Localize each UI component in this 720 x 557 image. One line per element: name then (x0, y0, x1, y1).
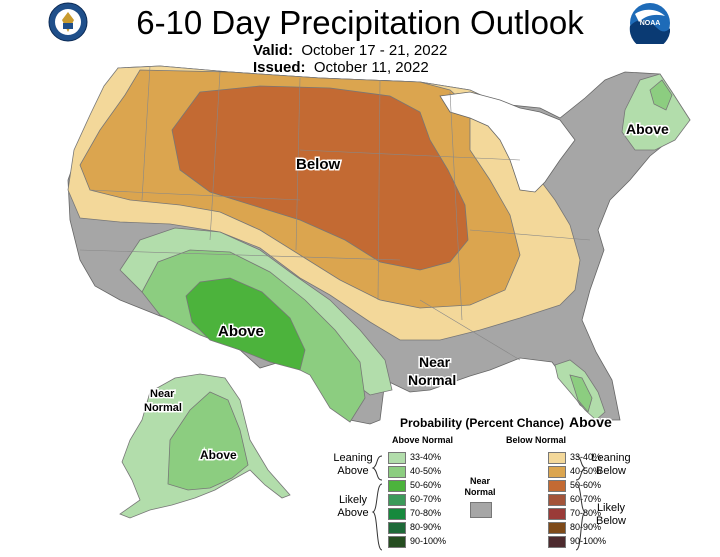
label-near-ak-1: Near (150, 388, 175, 400)
below-swatch-label-2: 50-60% (570, 480, 602, 490)
valid-label: Valid: (253, 42, 294, 59)
issued-value: October 11, 2022 (313, 59, 429, 76)
above-40-50-region-ne (649, 79, 673, 111)
likely-below-label: Likely Below (596, 502, 626, 527)
label-near-se-1: Near (419, 354, 451, 370)
above-swatch-5 (388, 522, 406, 534)
above-region-ne (621, 73, 691, 151)
below-swatch-1 (548, 466, 566, 478)
above-swatch-3 (388, 494, 406, 506)
above-swatch-0 (388, 452, 406, 464)
leaning-below-label: Leaning Below (591, 452, 631, 477)
below-swatch-3 (548, 494, 566, 506)
alaska-above-40-50-region (167, 391, 249, 491)
below-swatch-label-3: 60-70% (570, 494, 602, 504)
label-near-se-2: Normal (408, 372, 456, 388)
legend-braces-below (575, 455, 587, 551)
below-swatch-label-0: 33-40% (570, 452, 602, 462)
below-swatch-label-6: 90-100% (570, 536, 607, 546)
below-swatch-2 (548, 480, 566, 492)
above-swatch-label-0: 33-40% (410, 452, 442, 462)
above-40-50-region-fl (569, 374, 593, 413)
above-swatch-label-3: 60-70% (410, 494, 442, 504)
noaa-logo-icon: NOAA (629, 3, 670, 44)
page-title: 6-10 Day Precipitation Outlook (136, 4, 584, 41)
valid-dates: Valid: October 17 - 21, 2022 Issued: Oct… (253, 42, 447, 76)
below-swatch-0 (548, 452, 566, 464)
above-swatch-6 (388, 536, 406, 548)
above-swatch-label-4: 70-80% (410, 508, 442, 518)
label-below: Below (296, 156, 341, 173)
svg-text:NOAA: NOAA (640, 20, 661, 27)
near-normal-label: Near Normal (464, 476, 496, 497)
legend-above-header: Above Normal (392, 435, 454, 445)
below-swatch-label-5: 80-90% (570, 522, 602, 532)
label-above-sw: Above (218, 323, 264, 340)
above-swatch-2 (388, 480, 406, 492)
state-lines (79, 65, 591, 361)
below-swatch-5 (548, 522, 566, 534)
below-swatch-label-1: 40-50% (570, 466, 602, 476)
below-swatch-4 (548, 508, 566, 520)
legend-braces-above (371, 455, 383, 551)
above-swatch-4 (388, 508, 406, 520)
great-lakes (439, 91, 576, 193)
doc-seal-icon (48, 2, 88, 42)
valid-value: October 17 - 21, 2022 (301, 42, 448, 59)
above-swatch-label-6: 90-100% (410, 536, 447, 546)
label-above-ne: Above (626, 121, 669, 137)
below-swatch-label-4: 70-80% (570, 508, 602, 518)
below-swatch-6 (548, 536, 566, 548)
label-near-ak-2: Normal (144, 402, 182, 414)
near-normal-swatch (470, 502, 492, 518)
legend-below-header: Below Normal (506, 435, 567, 445)
label-above-fl: Above (569, 414, 612, 430)
above-swatch-1 (388, 466, 406, 478)
issued-label: Issued: (253, 59, 306, 76)
legend-title: Probability (Percent Chance) (400, 416, 565, 430)
above-swatch-label-2: 50-60% (410, 480, 442, 490)
above-swatch-label-1: 40-50% (410, 466, 442, 476)
leaning-above-label: Leaning Above (333, 452, 373, 477)
likely-above-label: Likely Above (337, 494, 369, 519)
label-above-ak: Above (200, 448, 237, 462)
above-swatch-label-5: 80-90% (410, 522, 442, 532)
above-50-60-region-sw (185, 277, 306, 371)
legend: Probability (Percent Chance) Above Norma… (330, 414, 720, 557)
below-50-60-region (171, 85, 469, 271)
